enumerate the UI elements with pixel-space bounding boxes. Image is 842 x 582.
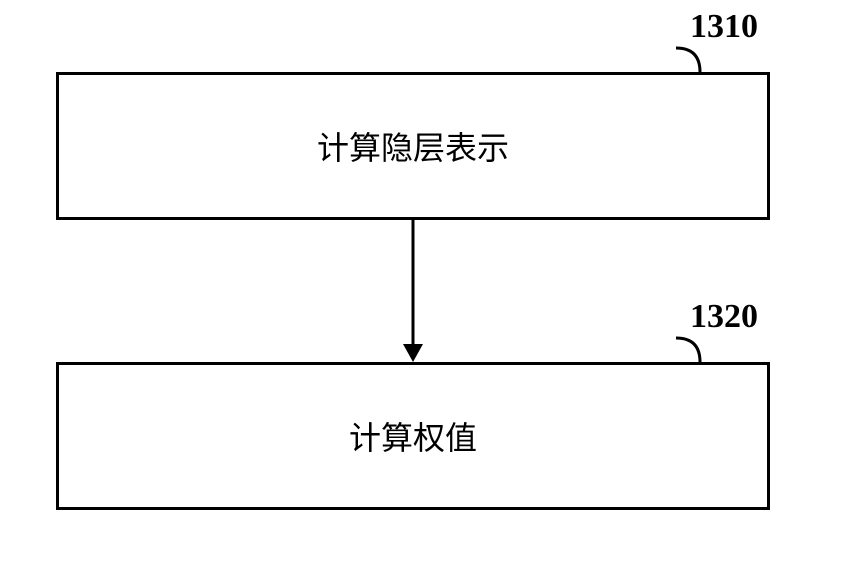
node-hidden-layer-label: 计算隐层表示	[317, 123, 509, 169]
hook-1320	[676, 338, 700, 362]
ref-label-1310: 1310	[690, 8, 758, 46]
hook-1310	[676, 48, 700, 72]
node-weight-label: 计算权值	[349, 413, 477, 459]
node-weight: 计算权值	[56, 362, 770, 510]
ref-label-1320: 1320	[690, 298, 758, 336]
node-hidden-layer: 计算隐层表示	[56, 72, 770, 220]
flowchart-canvas: 计算隐层表示 1310 计算权值 1320	[0, 0, 842, 582]
edge-n1-n2	[403, 220, 423, 362]
